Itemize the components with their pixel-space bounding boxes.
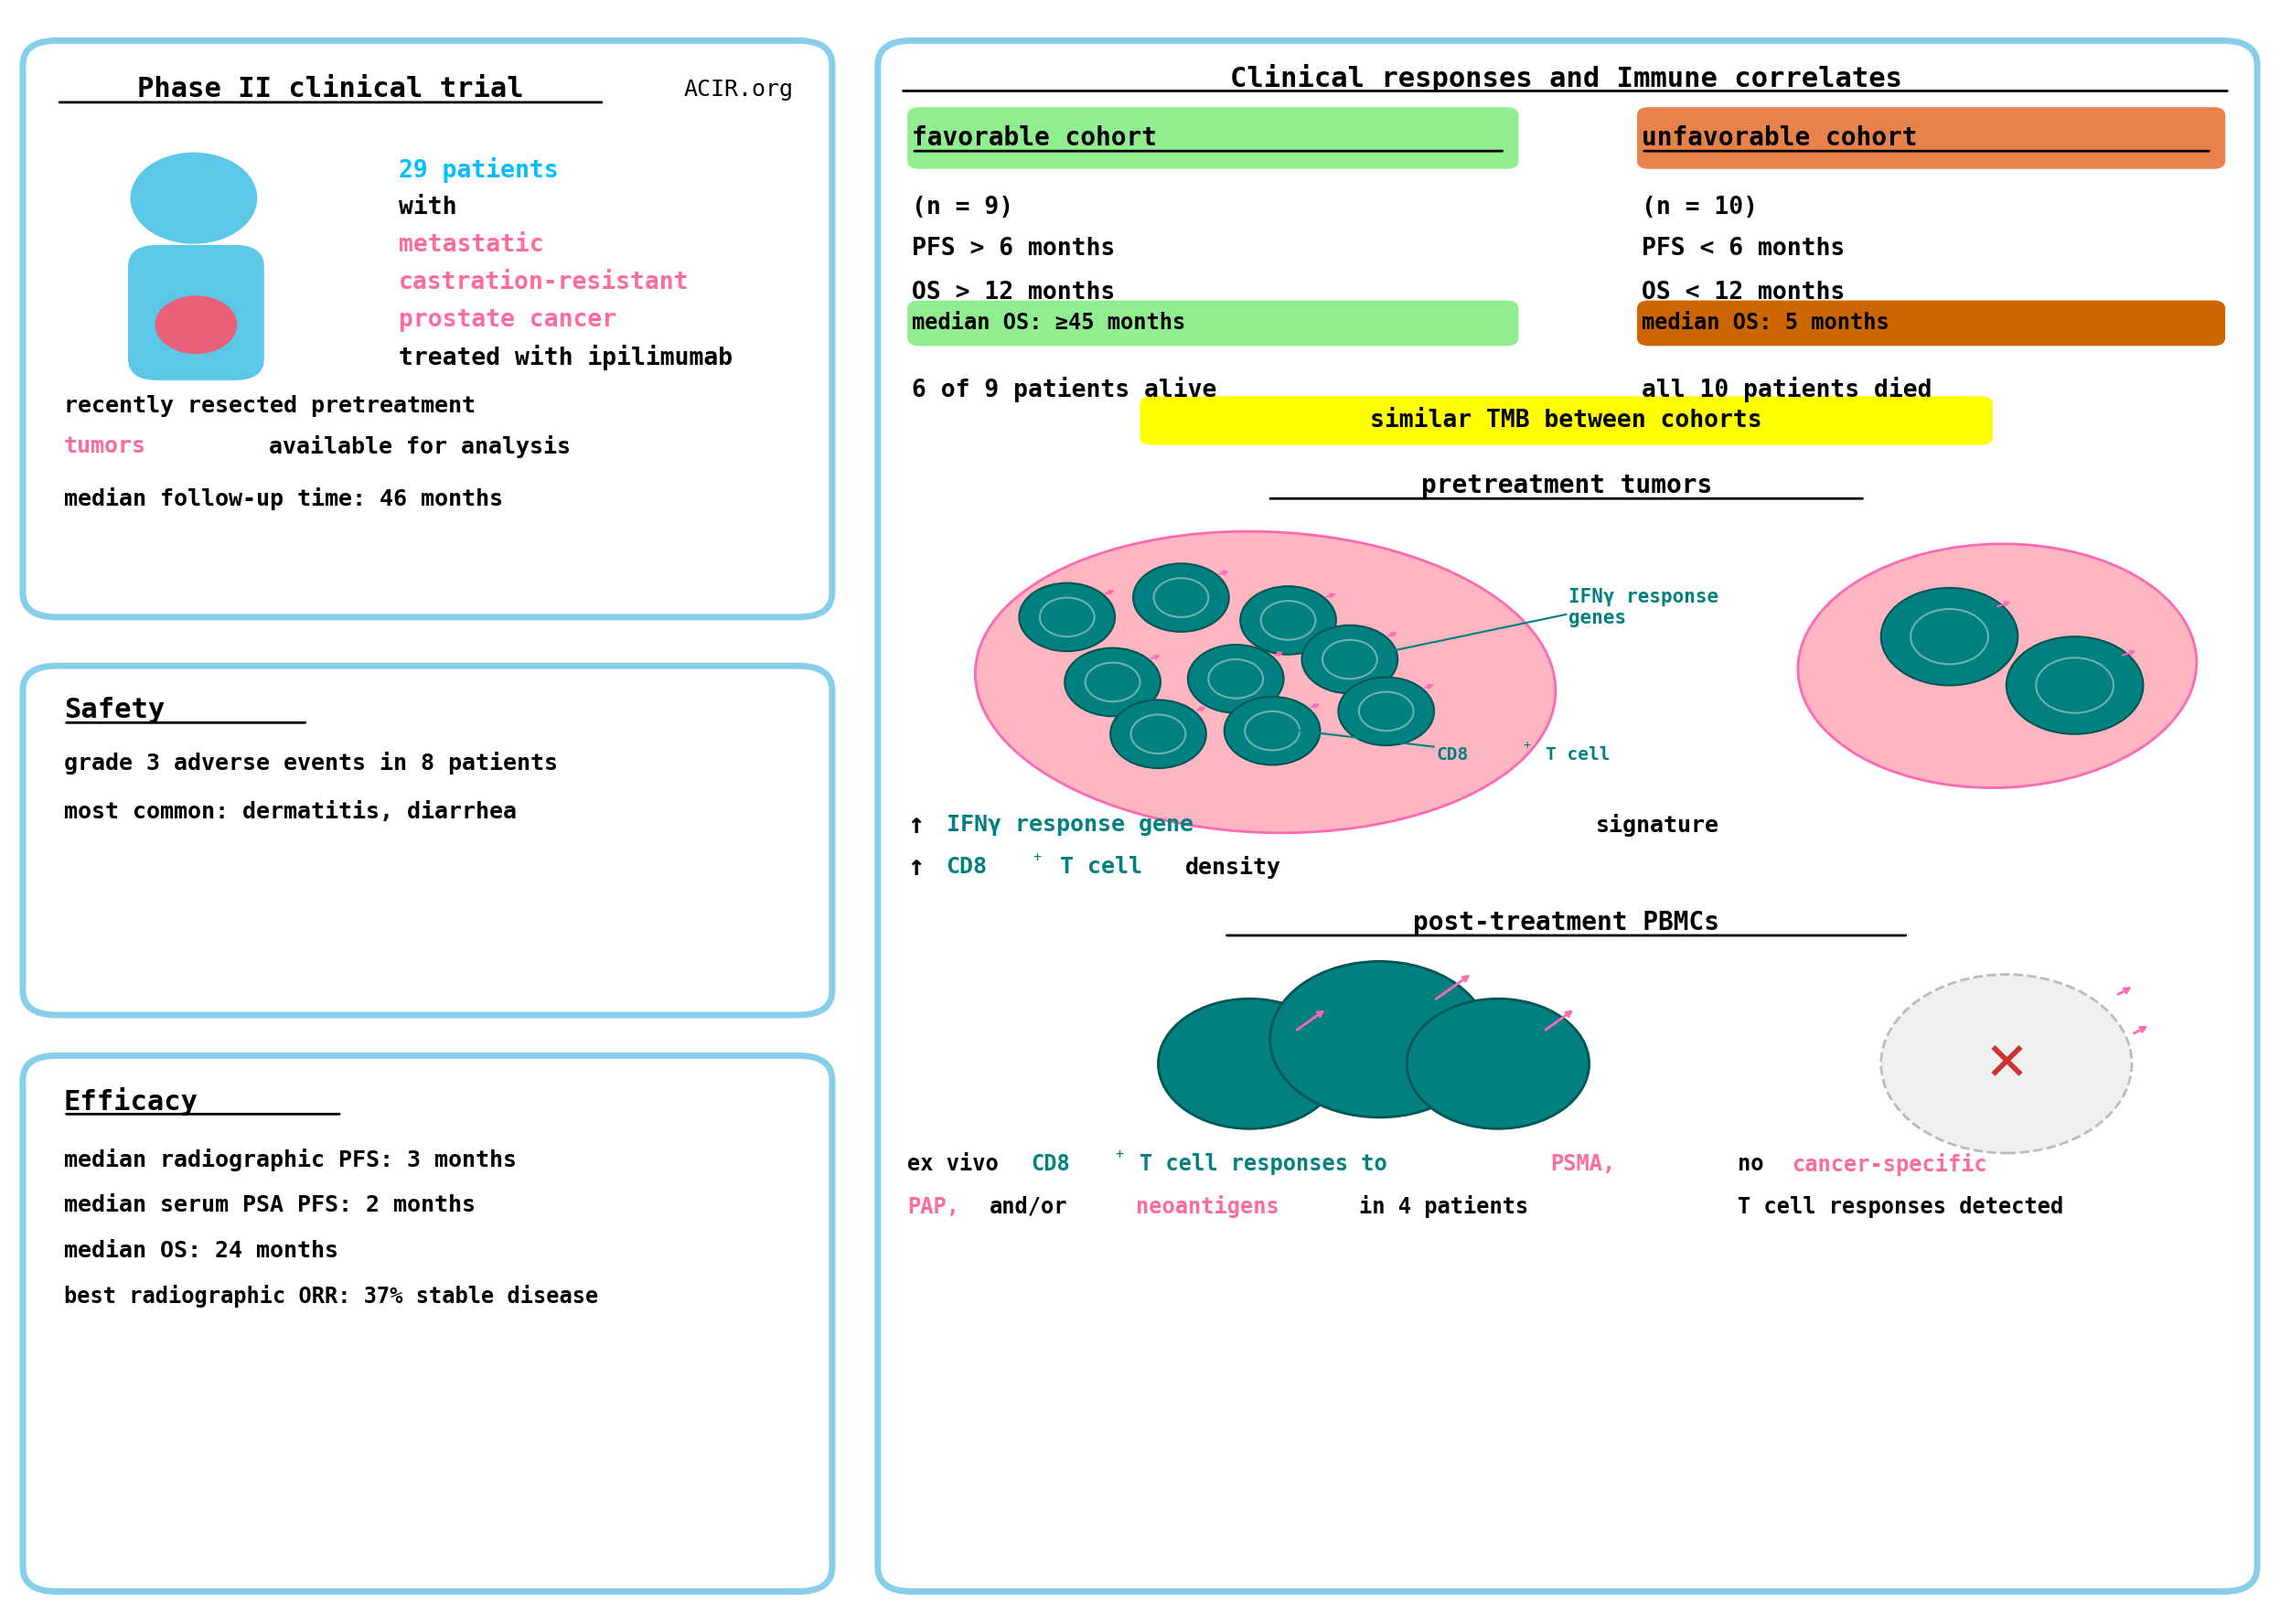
Text: PFS > 6 months: PFS > 6 months xyxy=(912,237,1115,260)
Text: unfavorable cohort: unfavorable cohort xyxy=(1642,125,1917,151)
Text: ACIR.org: ACIR.org xyxy=(684,78,793,101)
FancyBboxPatch shape xyxy=(23,666,832,1015)
FancyBboxPatch shape xyxy=(23,1056,832,1592)
Text: favorable cohort: favorable cohort xyxy=(912,125,1158,151)
Text: all 10 patients died: all 10 patients died xyxy=(1642,377,1931,403)
Ellipse shape xyxy=(1799,544,2196,788)
Text: cancer-specific: cancer-specific xyxy=(1792,1153,1988,1176)
Text: T cell: T cell xyxy=(1546,747,1610,763)
Text: median OS: 5 months: median OS: 5 months xyxy=(1642,312,1890,335)
Text: castration-resistant: castration-resistant xyxy=(399,271,689,294)
Text: IFNγ response
genes: IFNγ response genes xyxy=(1569,588,1719,627)
FancyBboxPatch shape xyxy=(1637,300,2225,346)
Ellipse shape xyxy=(976,531,1555,833)
Circle shape xyxy=(1158,999,1341,1129)
Text: Efficacy: Efficacy xyxy=(64,1086,198,1116)
Text: PAP,: PAP, xyxy=(907,1195,960,1218)
Text: ↑: ↑ xyxy=(907,854,923,880)
Circle shape xyxy=(1302,625,1398,693)
Text: median follow-up time: 46 months: median follow-up time: 46 months xyxy=(64,487,504,510)
Circle shape xyxy=(1407,999,1589,1129)
Text: density: density xyxy=(1186,856,1281,879)
Text: 6 of 9 patients alive: 6 of 9 patients alive xyxy=(912,377,1218,403)
Text: ✕: ✕ xyxy=(1984,1038,2029,1090)
Circle shape xyxy=(1188,645,1284,713)
Text: best radiographic ORR: 37% stable disease: best radiographic ORR: 37% stable diseas… xyxy=(64,1285,597,1307)
Text: CD8: CD8 xyxy=(946,856,987,879)
Text: CD8: CD8 xyxy=(1436,747,1468,763)
Text: median serum PSA PFS: 2 months: median serum PSA PFS: 2 months xyxy=(64,1194,477,1216)
Circle shape xyxy=(2006,637,2143,734)
Circle shape xyxy=(1881,588,2018,685)
Text: tumors: tumors xyxy=(64,435,146,458)
Circle shape xyxy=(1270,961,1489,1117)
Text: (n = 9): (n = 9) xyxy=(912,197,1015,219)
Text: available for analysis: available for analysis xyxy=(269,435,570,458)
FancyBboxPatch shape xyxy=(130,247,262,378)
Text: median radiographic PFS: 3 months: median radiographic PFS: 3 months xyxy=(64,1148,518,1171)
Text: (n = 10): (n = 10) xyxy=(1642,197,1758,219)
Text: with: with xyxy=(399,197,456,219)
Text: +: + xyxy=(1115,1148,1124,1161)
FancyBboxPatch shape xyxy=(878,41,2257,1592)
Text: grade 3 adverse events in 8 patients: grade 3 adverse events in 8 patients xyxy=(64,752,559,775)
Text: recently resected pretreatment: recently resected pretreatment xyxy=(64,395,477,417)
Circle shape xyxy=(155,296,237,354)
Text: +: + xyxy=(1523,739,1530,752)
Text: ↑: ↑ xyxy=(907,812,923,838)
Circle shape xyxy=(1240,586,1336,654)
Text: PFS < 6 months: PFS < 6 months xyxy=(1642,237,1845,260)
Text: PSMA,: PSMA, xyxy=(1550,1153,1617,1176)
FancyBboxPatch shape xyxy=(1637,107,2225,169)
Text: +: + xyxy=(1033,851,1042,864)
Text: median OS: 24 months: median OS: 24 months xyxy=(64,1239,337,1262)
Text: ex vivo: ex vivo xyxy=(907,1153,1012,1176)
Circle shape xyxy=(132,154,255,242)
Text: signature: signature xyxy=(1596,814,1719,836)
Text: T cell responses to: T cell responses to xyxy=(1140,1153,1389,1176)
Text: similar TMB between cohorts: similar TMB between cohorts xyxy=(1370,409,1762,432)
Text: T cell: T cell xyxy=(1060,856,1142,879)
Text: metastatic: metastatic xyxy=(399,234,545,257)
Text: treated with ipilimumab: treated with ipilimumab xyxy=(399,344,732,370)
Circle shape xyxy=(1133,564,1229,632)
Text: in 4 patients: in 4 patients xyxy=(1359,1195,1528,1218)
Text: most common: dermatitis, diarrhea: most common: dermatitis, diarrhea xyxy=(64,801,518,823)
Text: prostate cancer: prostate cancer xyxy=(399,309,618,331)
Text: Phase II clinical trial: Phase II clinical trial xyxy=(137,76,524,102)
Text: Clinical responses and Immune correlates: Clinical responses and Immune correlates xyxy=(1231,63,1902,93)
Text: neoantigens: neoantigens xyxy=(1135,1195,1279,1218)
FancyBboxPatch shape xyxy=(907,300,1518,346)
FancyBboxPatch shape xyxy=(907,107,1518,169)
Text: T cell responses detected: T cell responses detected xyxy=(1737,1195,2063,1218)
Circle shape xyxy=(1338,677,1434,745)
Text: Safety: Safety xyxy=(64,697,164,723)
Text: and/or: and/or xyxy=(990,1195,1067,1218)
Circle shape xyxy=(1224,697,1320,765)
FancyBboxPatch shape xyxy=(1140,396,1993,445)
Text: median OS: ≥45 months: median OS: ≥45 months xyxy=(912,312,1186,335)
Text: no: no xyxy=(1737,1153,1762,1176)
Text: pretreatment tumors: pretreatment tumors xyxy=(1420,473,1712,499)
Circle shape xyxy=(1881,974,2132,1153)
Text: OS > 12 months: OS > 12 months xyxy=(912,281,1115,304)
Text: OS < 12 months: OS < 12 months xyxy=(1642,281,1845,304)
Text: post-treatment PBMCs: post-treatment PBMCs xyxy=(1414,909,1719,935)
Text: 29 patients: 29 patients xyxy=(399,158,559,184)
Text: CD8: CD8 xyxy=(1031,1153,1069,1176)
Circle shape xyxy=(1110,700,1206,768)
Circle shape xyxy=(1019,583,1115,651)
Circle shape xyxy=(1065,648,1161,716)
FancyBboxPatch shape xyxy=(23,41,832,617)
Text: IFNγ response gene: IFNγ response gene xyxy=(946,814,1192,836)
